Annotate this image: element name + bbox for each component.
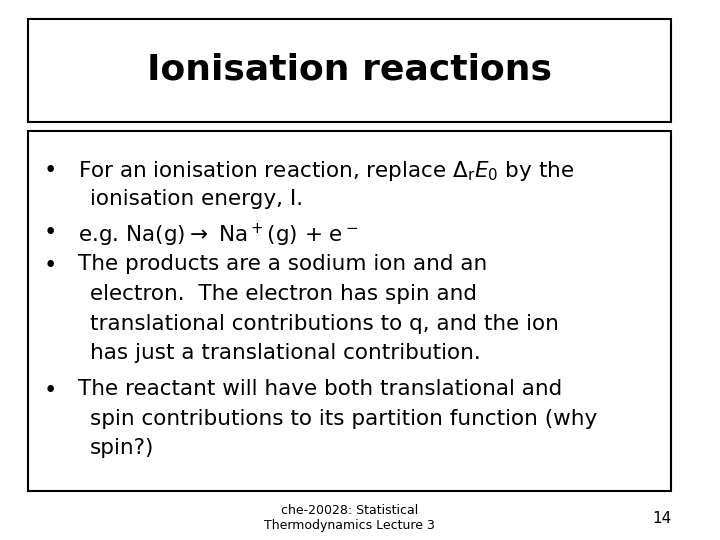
Text: has just a translational contribution.: has just a translational contribution.	[89, 343, 480, 363]
FancyBboxPatch shape	[28, 131, 671, 491]
Text: translational contributions to q, and the ion: translational contributions to q, and th…	[89, 314, 559, 334]
Text: The reactant will have both translational and: The reactant will have both translationa…	[78, 379, 562, 399]
Text: spin?): spin?)	[89, 438, 154, 458]
Text: •: •	[44, 379, 58, 402]
Text: electron.  The electron has spin and: electron. The electron has spin and	[89, 284, 477, 303]
Text: For an ionisation reaction, replace $\Delta_\mathrm{r}E_0$ by the: For an ionisation reaction, replace $\De…	[78, 159, 575, 183]
Text: che-20028: Statistical
Thermodynamics Lecture 3: che-20028: Statistical Thermodynamics Le…	[264, 504, 435, 532]
FancyBboxPatch shape	[28, 19, 671, 122]
Text: Ionisation reactions: Ionisation reactions	[147, 52, 552, 86]
Text: ionisation energy, I.: ionisation energy, I.	[89, 189, 302, 209]
Text: 14: 14	[652, 511, 671, 526]
Text: •: •	[44, 254, 58, 277]
Text: The products are a sodium ion and an: The products are a sodium ion and an	[78, 254, 487, 274]
Text: spin contributions to its partition function (why: spin contributions to its partition func…	[89, 409, 597, 429]
Text: e.g. Na(g)$\rightarrow$ Na$^+$(g) + e$^-$: e.g. Na(g)$\rightarrow$ Na$^+$(g) + e$^-…	[78, 221, 359, 249]
Text: •: •	[44, 221, 58, 245]
Text: •: •	[44, 159, 58, 183]
